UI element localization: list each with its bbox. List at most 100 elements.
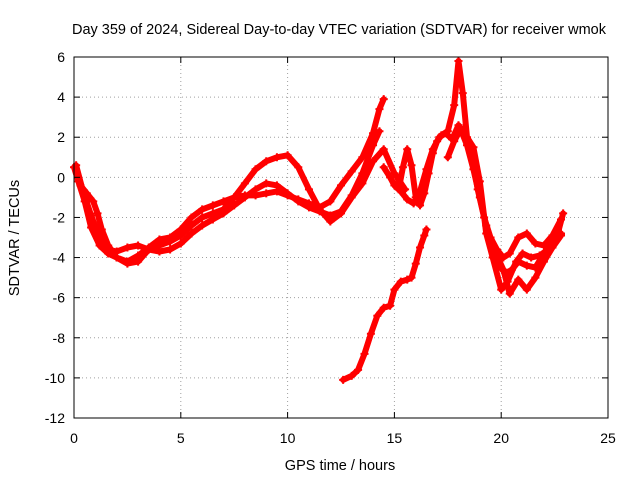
data-point [379,303,388,312]
data-point [272,153,281,162]
y-tick-label: -12 [45,410,65,426]
data-point [166,245,175,254]
data-point [369,157,378,166]
data-point [155,247,164,256]
data-point [176,225,185,234]
data-point [422,225,431,234]
data-point [450,137,459,146]
series-track-3 [76,95,388,266]
data-point [463,141,472,150]
y-axis-title: SDTVAR / TECUs [7,180,23,296]
data-point [379,145,388,154]
chart-title: Day 359 of 2024, Sidereal Day-to-day VTE… [72,22,607,38]
data-point [262,189,271,198]
data-point [407,161,416,170]
y-tick-labels: -12 -10 -8 -6 -4 -2 0 2 4 6 [45,49,65,426]
data-point [251,165,260,174]
data-point [458,89,467,98]
data-point [337,181,345,190]
data-point [347,191,356,200]
data-point [407,273,416,282]
data-point [337,207,345,216]
data-point [123,243,132,252]
data-point [112,253,121,262]
data-point [375,127,384,136]
x-tick-label: 5 [177,430,185,446]
data-point [369,129,378,138]
x-tick-label: 20 [493,430,509,446]
data-point [134,241,143,250]
data-point [375,105,384,114]
y-tick-label: 0 [57,169,65,185]
y-tick-label: 2 [57,129,65,145]
y-tick-label: 6 [57,49,65,65]
series-track-8 [486,231,566,298]
plot-frame [73,56,609,419]
data-point [72,161,81,170]
data-point [482,221,491,230]
data-point [198,221,207,230]
data-point [262,179,271,188]
x-tick-label: 25 [600,430,616,446]
data-point [366,329,375,338]
data-point [219,209,228,218]
data-point [416,201,425,210]
data-point [198,205,207,214]
data-point [208,201,217,210]
data-point [347,167,356,176]
data-point [166,233,175,242]
data-point [411,259,420,268]
data-point [531,239,540,248]
y-tick-label: -2 [53,209,66,225]
data-point [360,349,369,358]
axis-ticks [73,56,609,419]
data-point [522,261,531,270]
data-point [403,195,412,204]
data-point [93,209,102,218]
data-point [443,153,452,162]
data-point [416,187,425,196]
data-point [454,57,463,66]
data-point [144,243,153,252]
data-point [104,241,113,250]
data-point [390,179,399,188]
plot-area-border [73,56,609,419]
x-axis-title: GPS time / hours [285,458,395,474]
data-point [283,191,292,200]
data-point [456,125,465,134]
data-point [514,275,523,284]
data-point [87,211,96,220]
data-point [539,257,548,266]
data-point [198,213,207,222]
data-point [403,145,412,154]
data-point [539,241,548,250]
data-point [422,165,431,174]
data-point [469,165,478,174]
data-point [559,209,568,218]
data-point [89,197,98,206]
data-point [251,191,260,200]
y-tick-label: -10 [45,370,65,386]
data-point [176,239,185,248]
data-point [531,273,540,282]
data-point [497,285,506,294]
data-point [505,249,514,258]
data-point [379,95,388,104]
data-point [499,265,508,274]
data-point [262,157,271,166]
data-point [507,265,516,274]
data-point [492,251,501,260]
data-point [97,225,106,234]
series-track-4 [339,225,431,384]
data-point [514,233,523,242]
grid-lines [74,57,608,418]
y-tick-label: 4 [57,89,65,105]
data-point [557,231,566,240]
data-point [409,199,418,208]
data-point [416,243,425,252]
data-point [373,311,382,320]
data-point [396,277,405,286]
data-series [70,57,568,384]
data-point [187,221,196,230]
series-band [340,226,430,383]
